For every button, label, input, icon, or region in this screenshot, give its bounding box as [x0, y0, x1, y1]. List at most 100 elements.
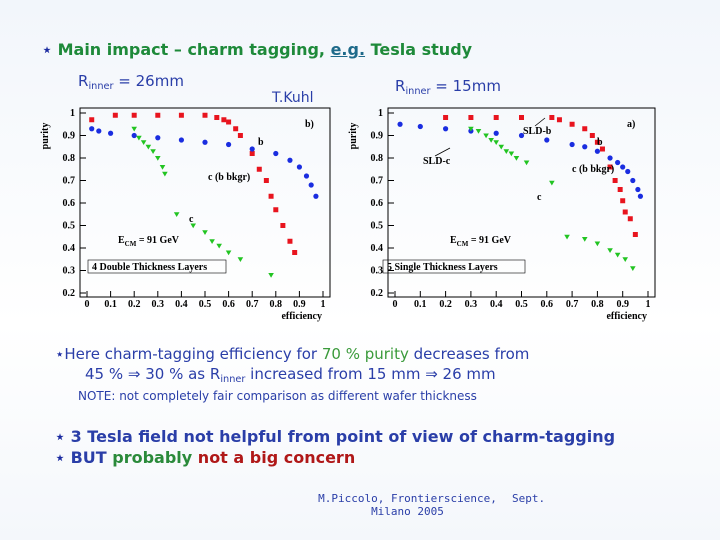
- x-tick-label: 0.1: [414, 299, 427, 310]
- energy-part: E: [118, 235, 125, 246]
- point: [308, 182, 314, 188]
- point: [607, 248, 613, 254]
- text: decreases from: [408, 345, 530, 363]
- point: [225, 250, 232, 256]
- text: ⇒: [425, 365, 438, 383]
- title-text: Main impact – charm tagging,: [57, 40, 331, 59]
- annotation-arrow: [434, 147, 451, 157]
- point: [627, 216, 633, 222]
- y-tick-label: 0.7: [63, 176, 76, 187]
- point: [607, 155, 613, 161]
- point: [622, 209, 628, 215]
- note: NOTE: not completely fair comparison as …: [78, 389, 477, 403]
- series-label: c: [537, 192, 542, 203]
- point: [202, 230, 208, 236]
- caption: Rinner = 26mm: [78, 72, 184, 92]
- point: [569, 141, 575, 148]
- point: [503, 149, 510, 155]
- plots: 0.2 0.3 0.4 0.5 0.6 0.7 0.8 0.9 1 0 0.1 0.2 0.3 0.4 0.…: [40, 107, 656, 322]
- point: [131, 132, 137, 139]
- point: [214, 115, 220, 120]
- point: [582, 144, 588, 150]
- text: 30 % as R: [140, 365, 221, 383]
- caption-text: = 26mm: [113, 72, 184, 90]
- point: [475, 129, 482, 134]
- point: [589, 133, 595, 138]
- point: [273, 207, 279, 213]
- point: [221, 117, 227, 123]
- title-text: Tesla study: [365, 40, 473, 59]
- x-tick-label: 0.2: [439, 299, 452, 310]
- caption-sub: inner: [88, 80, 114, 92]
- y-tick-label: 0.5: [63, 221, 76, 232]
- caption-sub: inner: [405, 85, 431, 97]
- caption-text: R: [78, 72, 89, 90]
- point: [582, 126, 588, 132]
- point: [140, 140, 147, 146]
- caption-text: = 15mm: [430, 77, 501, 95]
- point: [233, 126, 239, 132]
- x-tick-label: 0.3: [152, 299, 165, 310]
- point: [620, 164, 626, 170]
- energy-part: E: [450, 235, 457, 246]
- point: [268, 193, 274, 199]
- point: [190, 223, 196, 229]
- x-tick-label: 0.3: [465, 299, 478, 310]
- series-label: b: [597, 137, 603, 148]
- x-tick-label: 0: [85, 299, 90, 310]
- point: [150, 149, 156, 155]
- point: [249, 146, 255, 152]
- point: [417, 123, 423, 130]
- energy-part: CM: [125, 240, 137, 248]
- y-tick-label: 1: [378, 108, 383, 119]
- point: [112, 112, 118, 118]
- point: [564, 234, 570, 240]
- point: [594, 241, 601, 247]
- point: [108, 130, 114, 136]
- point: [612, 178, 618, 183]
- point: [620, 198, 626, 204]
- y-tick-label: 0.6: [63, 198, 76, 209]
- x-tick-label: 1: [321, 299, 326, 310]
- text: 70 % purity: [321, 345, 409, 363]
- series-label: c (b bkgr): [572, 164, 614, 175]
- point: [498, 144, 505, 150]
- point: [89, 117, 95, 123]
- x-tick-label: 0.4: [175, 299, 188, 310]
- x-tick-label: 0.6: [541, 299, 554, 310]
- title-text: e.g.: [330, 40, 366, 59]
- y-tick-label: 0.4: [371, 243, 384, 254]
- point: [443, 115, 449, 120]
- point: [216, 243, 222, 249]
- energy-part: = 91 GeV: [136, 235, 179, 246]
- y-tick-label: 0.5: [371, 221, 384, 232]
- point: [237, 257, 244, 263]
- y-tick-label: 0.8: [63, 153, 76, 164]
- point: [544, 137, 550, 143]
- point: [145, 144, 152, 150]
- point: [202, 112, 208, 118]
- text: inner: [220, 373, 246, 385]
- point: [518, 132, 525, 139]
- annotation-arrow: [534, 117, 546, 127]
- author-note: T.Kuhl: [272, 90, 314, 106]
- point: [493, 140, 499, 146]
- y-tick-label: 0.2: [371, 288, 384, 299]
- point: [287, 238, 293, 244]
- footer-credit: M.Piccolo, Frontierscience, Milano 2005: [318, 492, 497, 518]
- point: [155, 112, 161, 118]
- annotation: SLD-c: [423, 156, 451, 167]
- point: [630, 177, 636, 184]
- point: [226, 141, 232, 148]
- point: [443, 126, 449, 132]
- point: [569, 121, 575, 127]
- y-tick-label: 1: [70, 108, 75, 119]
- point: [483, 133, 489, 139]
- x-tick-label: 0.6: [222, 299, 235, 310]
- point: [280, 223, 286, 228]
- y-tick-label: 0.2: [63, 288, 76, 299]
- series-label: b: [258, 137, 264, 148]
- annotation: SLD-b: [523, 126, 552, 137]
- text: BUT: [70, 448, 113, 467]
